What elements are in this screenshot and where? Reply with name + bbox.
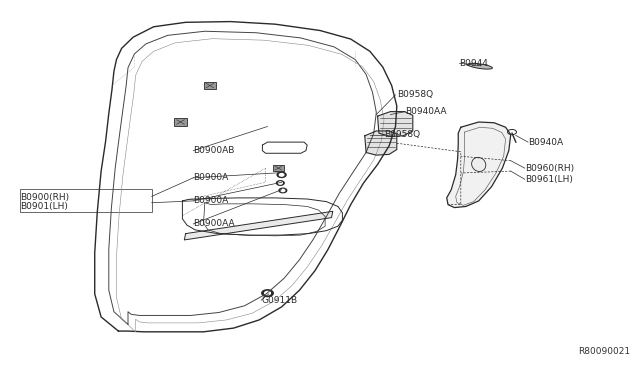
Bar	[204, 82, 216, 89]
Circle shape	[276, 181, 284, 185]
Text: B0958Q: B0958Q	[397, 90, 433, 99]
Bar	[273, 165, 284, 171]
Text: B0944: B0944	[460, 59, 488, 68]
Text: B0958Q: B0958Q	[384, 130, 420, 139]
Circle shape	[265, 292, 270, 295]
Ellipse shape	[468, 63, 492, 69]
Polygon shape	[184, 211, 333, 240]
Circle shape	[277, 172, 286, 177]
Text: B0900AA: B0900AA	[193, 219, 235, 228]
Text: B0901(LH): B0901(LH)	[20, 202, 68, 211]
Text: B0961(LH): B0961(LH)	[525, 175, 573, 184]
Text: B0940A: B0940A	[528, 138, 563, 147]
Circle shape	[279, 188, 287, 193]
Circle shape	[278, 182, 282, 184]
Text: B0940AA: B0940AA	[405, 107, 447, 116]
Text: B0900AB: B0900AB	[193, 146, 235, 155]
Text: B0900A: B0900A	[193, 173, 228, 182]
Polygon shape	[447, 122, 511, 208]
Circle shape	[281, 189, 285, 192]
Text: B0960(RH): B0960(RH)	[525, 164, 574, 173]
Bar	[20, 189, 152, 212]
Polygon shape	[365, 131, 397, 155]
Text: B0900A: B0900A	[193, 196, 228, 205]
Bar	[174, 118, 187, 126]
Ellipse shape	[472, 157, 486, 171]
Text: R80090021: R80090021	[579, 347, 630, 356]
Text: G0911B: G0911B	[261, 296, 297, 305]
Circle shape	[280, 173, 284, 176]
Polygon shape	[378, 112, 413, 137]
Circle shape	[262, 290, 273, 296]
Text: B0900(RH): B0900(RH)	[20, 193, 70, 202]
